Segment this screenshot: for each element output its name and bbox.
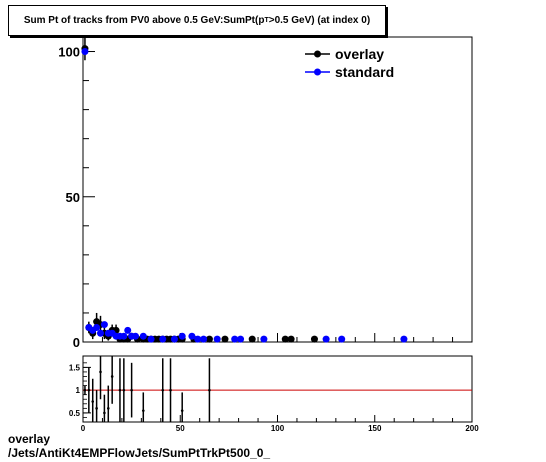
standard-point xyxy=(400,335,408,343)
standard-point xyxy=(178,332,186,340)
overlay-point xyxy=(310,335,318,343)
standard-point xyxy=(120,332,128,340)
ratio-x-tick-label: 150 xyxy=(368,424,382,433)
main-plot-frame xyxy=(82,36,473,343)
ratio-point xyxy=(161,388,165,392)
standard-point xyxy=(97,329,105,337)
ratio-x-tick-label: 0 xyxy=(81,424,86,433)
ratio-y-tick-label: 1 xyxy=(76,386,81,395)
ratio-point xyxy=(141,409,145,412)
overlay-point xyxy=(248,335,256,343)
overlay-point xyxy=(281,335,289,343)
legend-label-overlay: overlay xyxy=(335,46,384,62)
standard-point xyxy=(213,335,221,343)
ratio-point xyxy=(91,400,95,403)
footer-path: /Jets/AntiKt4EMPFlowJets/SumPtTrkPt500_0… xyxy=(8,446,271,460)
ratio-plot-frame xyxy=(82,355,473,423)
standard-point xyxy=(81,48,89,56)
main-plot: 0 50 100 xyxy=(58,37,473,350)
legend-marker xyxy=(314,68,321,76)
y-tick-label: 0 xyxy=(73,335,80,350)
standard-point xyxy=(132,332,140,340)
ratio-y-tick-label: 1.5 xyxy=(69,363,81,372)
ratio-y-tick-label: 0.5 xyxy=(69,409,81,418)
chart-title-main: Sum Pt of tracks from PV0 above 0.5 GeV:… xyxy=(23,15,265,26)
ratio-point xyxy=(99,370,102,374)
standard-point xyxy=(139,332,147,340)
ratio-x-tick-label: 200 xyxy=(465,424,479,433)
ratio-point xyxy=(130,388,133,392)
standard-point xyxy=(170,335,178,343)
standard-point xyxy=(338,335,346,343)
ratio-point xyxy=(208,388,211,392)
ratio-point xyxy=(122,388,126,392)
standard-point xyxy=(147,335,155,343)
ratio-point xyxy=(83,388,87,392)
ratio-point xyxy=(180,409,184,412)
standard-point xyxy=(237,335,245,343)
standard-point xyxy=(188,332,196,340)
ratio-point xyxy=(87,388,91,392)
ratio-point xyxy=(118,388,122,392)
legend-label-standard: standard xyxy=(335,64,394,80)
ratio-point xyxy=(106,407,110,410)
footer-label: overlay xyxy=(8,432,51,446)
standard-point xyxy=(159,335,167,343)
legend: overlay standard xyxy=(305,46,394,80)
y-tick-label: 100 xyxy=(58,45,80,60)
y-tick-label: 50 xyxy=(66,190,80,205)
standard-point xyxy=(93,323,101,331)
chart-title: Sum Pt of tracks from PV0 above 0.5 GeV:… xyxy=(8,5,386,36)
ratio-point xyxy=(169,388,172,392)
ratio-plot: 0.5 1 1.5 0 50 100 150 200 xyxy=(69,356,479,433)
ratio-point xyxy=(95,407,98,410)
ratio-x-tick-label: 100 xyxy=(271,424,285,433)
overlay-point xyxy=(205,335,213,343)
ratio-point xyxy=(103,411,106,415)
chart-title-subscript: T xyxy=(264,17,269,24)
chart-title-tail: >0.5 GeV) (at index 0) xyxy=(268,15,371,26)
standard-point xyxy=(231,335,239,343)
overlay-point xyxy=(221,335,229,343)
standard-point xyxy=(200,335,208,343)
ratio-x-tick-label: 50 xyxy=(176,424,185,433)
standard-point xyxy=(322,335,330,343)
standard-point xyxy=(194,335,202,343)
standard-point xyxy=(100,321,108,329)
standard-point xyxy=(260,335,268,343)
standard-point xyxy=(124,326,132,334)
overlay-point xyxy=(287,335,295,343)
ratio-point xyxy=(110,375,114,378)
legend-marker xyxy=(314,50,321,58)
